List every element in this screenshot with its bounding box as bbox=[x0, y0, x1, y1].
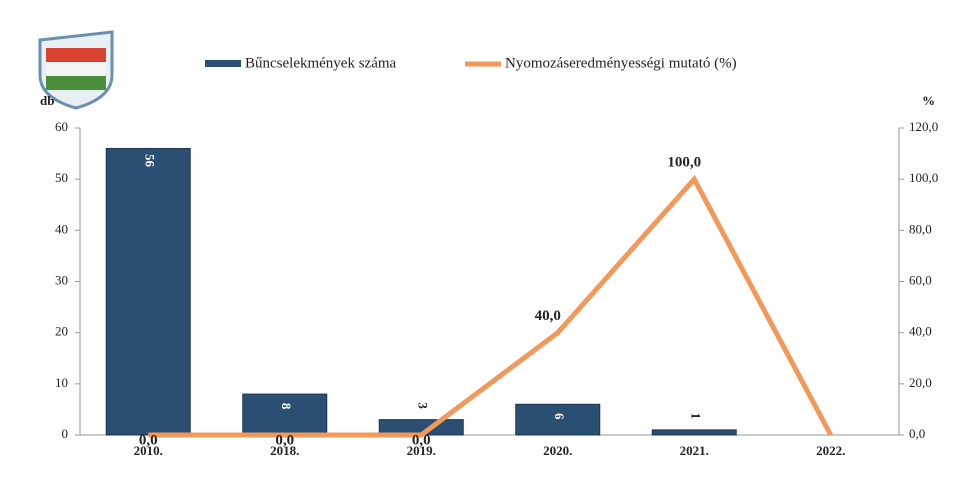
y-axis-label: db bbox=[40, 93, 54, 108]
y2-tick-label: 100,0 bbox=[909, 170, 938, 185]
x-tick-label: 2022. bbox=[816, 443, 845, 458]
line bbox=[148, 174, 833, 438]
x-tick-label: 2019. bbox=[407, 443, 436, 458]
x-tick-label: 2010. bbox=[134, 443, 163, 458]
line-value-label: 0,0 bbox=[412, 432, 431, 448]
y2-tick-label: 0,0 bbox=[909, 426, 925, 441]
legend-label: Nyomozáseredményességi mutató (%) bbox=[505, 55, 737, 71]
y2-tick-label: 80,0 bbox=[909, 221, 932, 236]
y-tick-label: 20 bbox=[55, 324, 68, 339]
y-tick-label: 0 bbox=[62, 426, 69, 441]
bar-value-label: 6 bbox=[552, 413, 567, 420]
y-tick-label: 50 bbox=[55, 170, 68, 185]
bar bbox=[515, 403, 601, 436]
bar bbox=[651, 429, 737, 436]
bar bbox=[105, 147, 191, 436]
y2-tick-label: 120,0 bbox=[909, 119, 938, 134]
x-tick-label: 2018. bbox=[270, 443, 299, 458]
y-tick-label: 30 bbox=[55, 272, 68, 287]
logo bbox=[38, 30, 114, 110]
bar-value-label: 3 bbox=[415, 402, 430, 409]
line-value-label: 0,0 bbox=[139, 432, 158, 448]
y2-tick-label: 60,0 bbox=[909, 272, 932, 287]
line-value-label: 0,0 bbox=[275, 432, 294, 448]
y2-tick-label: 20,0 bbox=[909, 375, 932, 390]
line-value-label: 40,0 bbox=[535, 308, 561, 324]
bar-value-label: 1 bbox=[688, 413, 703, 420]
x-tick-label: 2020. bbox=[543, 443, 572, 458]
y-tick-label: 60 bbox=[55, 119, 68, 134]
y-tick-label: 40 bbox=[55, 221, 68, 236]
bar bbox=[242, 393, 328, 436]
bar-value-label: 8 bbox=[279, 403, 294, 410]
legend-swatch bbox=[205, 60, 241, 67]
bar-value-label: 56 bbox=[142, 154, 157, 168]
y2-tick-label: 40,0 bbox=[909, 324, 932, 339]
y2-axis-label: % bbox=[922, 93, 935, 108]
y-tick-label: 10 bbox=[55, 375, 68, 390]
legend-label: Bűncselekmények száma bbox=[245, 55, 397, 71]
line-value-label: 100,0 bbox=[667, 155, 701, 171]
x-tick-label: 2021. bbox=[680, 443, 709, 458]
